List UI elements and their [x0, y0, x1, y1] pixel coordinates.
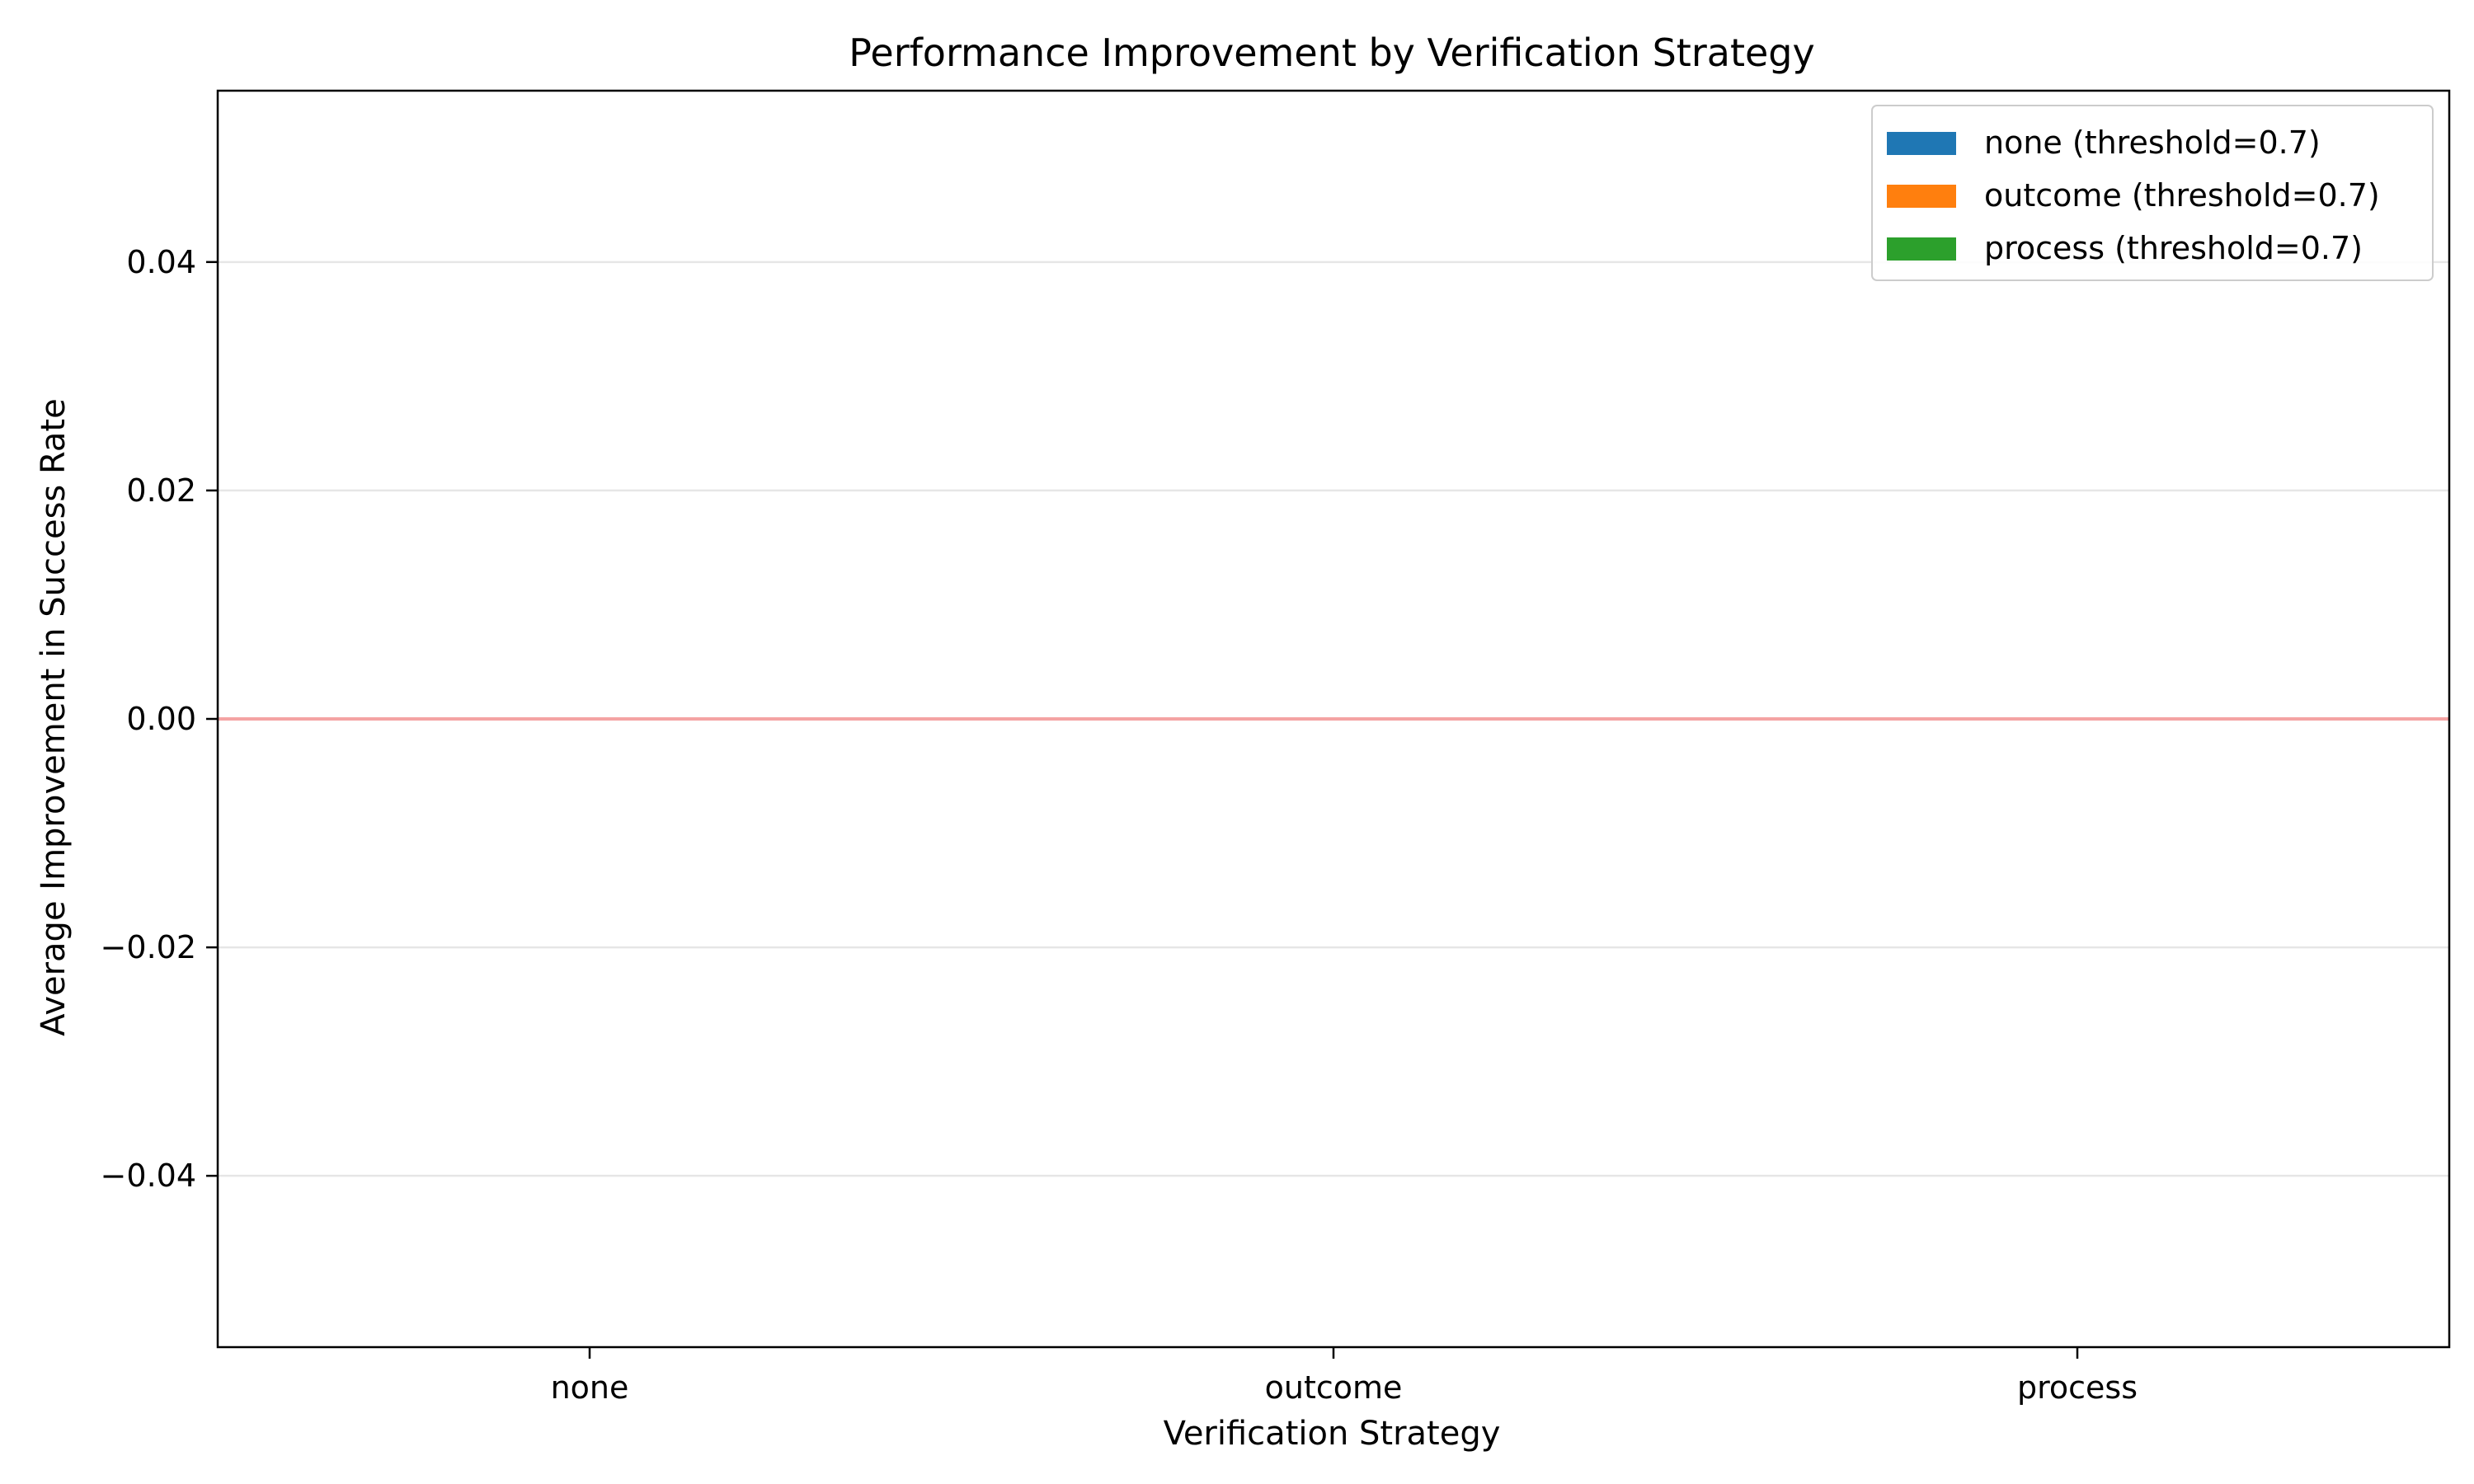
legend: none (threshold=0.7) outcome (threshold=0…: [1871, 105, 2434, 281]
legend-label: none (threshold=0.7): [1984, 124, 2321, 161]
y-tick-label: 0.02: [126, 472, 196, 509]
x-axis-title: Verification Strategy: [1164, 1415, 1501, 1453]
x-axis: none outcome process: [551, 1347, 2138, 1406]
legend-box: [1871, 105, 2434, 281]
legend-swatch: [1887, 185, 1956, 208]
y-tick-label: 0.04: [126, 244, 196, 280]
x-tick-label: none: [551, 1369, 629, 1406]
y-axis: −0.04 −0.02 0.00 0.02 0.04: [101, 244, 218, 1194]
y-tick-label: −0.04: [101, 1158, 196, 1194]
y-tick-label: −0.02: [101, 929, 196, 965]
legend-swatch: [1887, 132, 1956, 155]
chart-title: Performance Improvement by Verification …: [849, 31, 1814, 75]
y-axis-title: Average Improvement in Success Rate: [35, 398, 73, 1036]
y-tick-label: 0.00: [126, 701, 196, 737]
legend-label: process (threshold=0.7): [1984, 230, 2363, 266]
x-tick-label: process: [2017, 1369, 2138, 1406]
legend-label: outcome (threshold=0.7): [1984, 177, 2380, 214]
legend-swatch: [1887, 237, 1956, 261]
x-tick-label: outcome: [1265, 1369, 1403, 1406]
